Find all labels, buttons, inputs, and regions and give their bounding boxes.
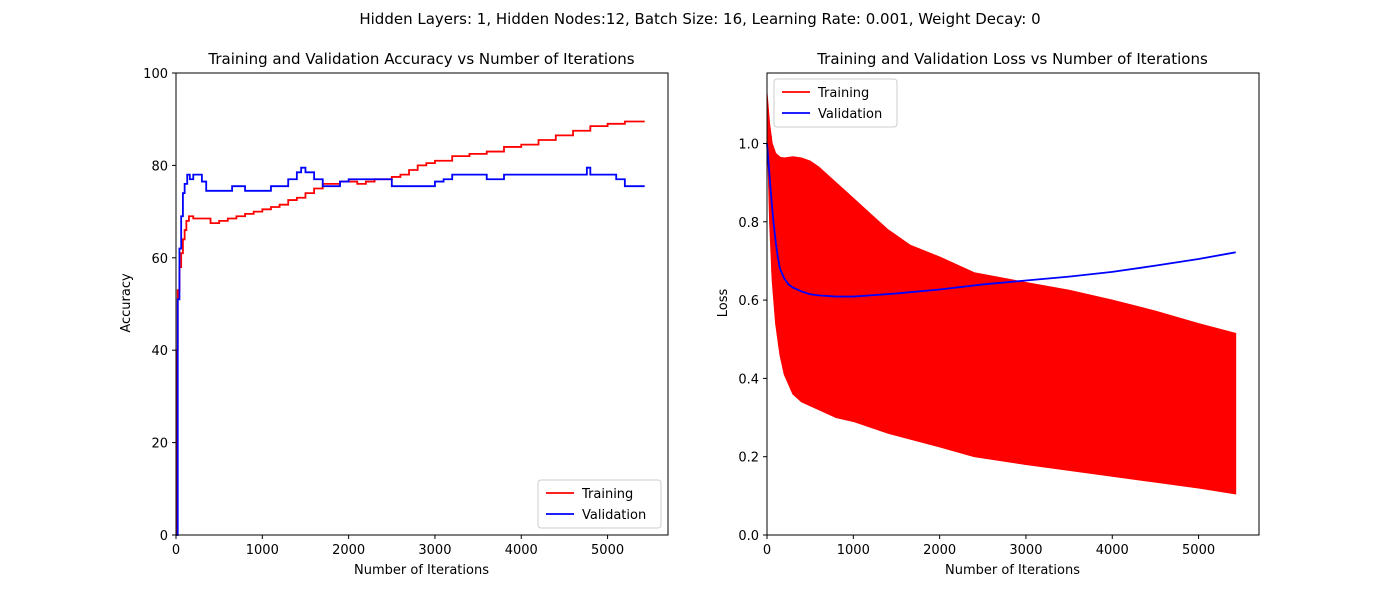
accuracy-x-tick-label: 4000 [505,543,538,558]
accuracy-x-tick-label: 5000 [591,543,624,558]
accuracy-validation-series-line [176,166,645,536]
loss-legend-label-validation: Validation [818,107,882,122]
loss-x-tick-label: 4000 [1096,543,1129,558]
loss-chart-title: Training and Validation Loss vs Number o… [816,50,1208,68]
accuracy-y-tick-label: 40 [151,344,168,359]
accuracy-y-axis-label: Accuracy [119,273,134,333]
accuracy-x-axis-label: Number of Iterations [354,563,489,578]
loss-chart: Training and Validation Loss vs Number o… [716,50,1260,578]
accuracy-chart: Training and Validation Accuracy vs Numb… [119,50,669,578]
loss-validation-series-line [766,143,1236,298]
accuracy-x-tick-label: 2000 [332,543,365,558]
accuracy-axes-frame [175,72,669,536]
loss-x-axis-label: Number of Iterations [945,563,1080,578]
accuracy-y-tick-label: 80 [151,159,168,174]
accuracy-legend-label-validation: Validation [582,508,646,523]
accuracy-x-tick-label: 3000 [418,543,451,558]
accuracy-y-tick-label: 0 [160,529,168,544]
loss-training-series-line [766,92,1236,494]
accuracy-legend-box [537,479,662,529]
figure-suptitle: Hidden Layers: 1, Hidden Nodes:12, Batch… [359,10,1040,28]
loss-y-axis-label: Loss [716,289,731,318]
loss-y-tick-label: 0.4 [738,372,759,387]
loss-x-tick-label: 5000 [1182,543,1215,558]
loss-y-tick-label: 0.6 [738,294,759,309]
accuracy-legend: Training Validation [537,479,662,529]
accuracy-training-series-line [175,120,645,536]
loss-axes-frame [766,72,1260,536]
accuracy-chart-title: Training and Validation Accuracy vs Numb… [207,50,634,68]
loss-y-tick-label: 0.0 [738,529,759,544]
accuracy-x-tick-label: 1000 [246,543,279,558]
loss-x-tick-label: 0 [763,543,771,558]
loss-x-tick-label: 3000 [1009,543,1042,558]
accuracy-y-tick-label: 60 [151,252,168,267]
loss-legend: Training Validation [773,78,898,128]
loss-legend-label-training: Training [817,86,869,101]
accuracy-x-tick-label: 0 [172,543,180,558]
loss-x-tick-label: 2000 [923,543,956,558]
loss-y-tick-label: 0.8 [738,216,759,231]
loss-x-tick-label: 1000 [837,543,870,558]
accuracy-y-tick-label: 100 [143,67,168,82]
loss-y-tick-label: 0.2 [738,451,759,466]
loss-y-tick-label: 1.0 [738,137,759,152]
accuracy-legend-label-training: Training [581,487,633,502]
loss-legend-box [773,78,898,128]
accuracy-y-tick-label: 20 [151,437,168,452]
